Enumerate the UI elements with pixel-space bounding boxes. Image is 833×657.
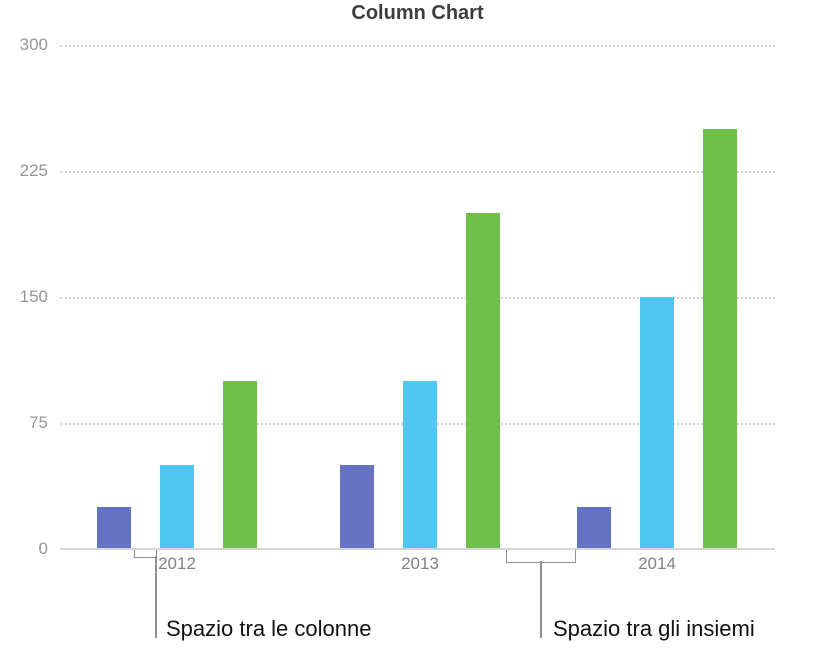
bar-2012-series-2 [160, 465, 194, 549]
bar-2012-series-3 [223, 381, 257, 549]
x-axis-label-2014: 2014 [638, 554, 676, 573]
y-axis-label-225: 225 [19, 161, 48, 180]
bar-2014-series-1 [577, 507, 611, 549]
set-gap-label: Spazio tra gli insiemi [553, 616, 755, 641]
bar-group-2012 [97, 45, 257, 549]
x-axis-label-2012: 2012 [158, 554, 196, 573]
plot-area: 2012 2013 2014 [60, 45, 775, 573]
gridline-150 [60, 297, 775, 299]
bar-2013-series-1 [340, 465, 374, 549]
x-axis-label-2013: 2013 [401, 554, 439, 573]
bar-2013-series-3 [466, 213, 500, 549]
bar-group-2014 [577, 45, 737, 549]
column-gap-line [155, 556, 157, 638]
column-gap-label: Spazio tra le colonne [166, 616, 372, 641]
gridline-225 [60, 171, 775, 173]
bar-2014-series-3 [703, 129, 737, 549]
set-gap-line [540, 561, 542, 638]
gridline-300 [60, 45, 775, 47]
x-axis-line [60, 548, 775, 550]
y-axis-label-75: 75 [29, 413, 48, 432]
y-axis-label-0: 0 [38, 539, 48, 558]
bar-2013-series-2 [403, 381, 437, 549]
y-axis-label-300: 300 [19, 35, 48, 54]
bar-group-2013 [340, 45, 500, 549]
column-gap-bracket [134, 550, 157, 558]
bar-2014-series-2 [640, 297, 674, 549]
chart-title: Column Chart [351, 2, 484, 24]
bar-2012-series-1 [97, 507, 131, 549]
y-axis-label-150: 150 [19, 287, 48, 306]
